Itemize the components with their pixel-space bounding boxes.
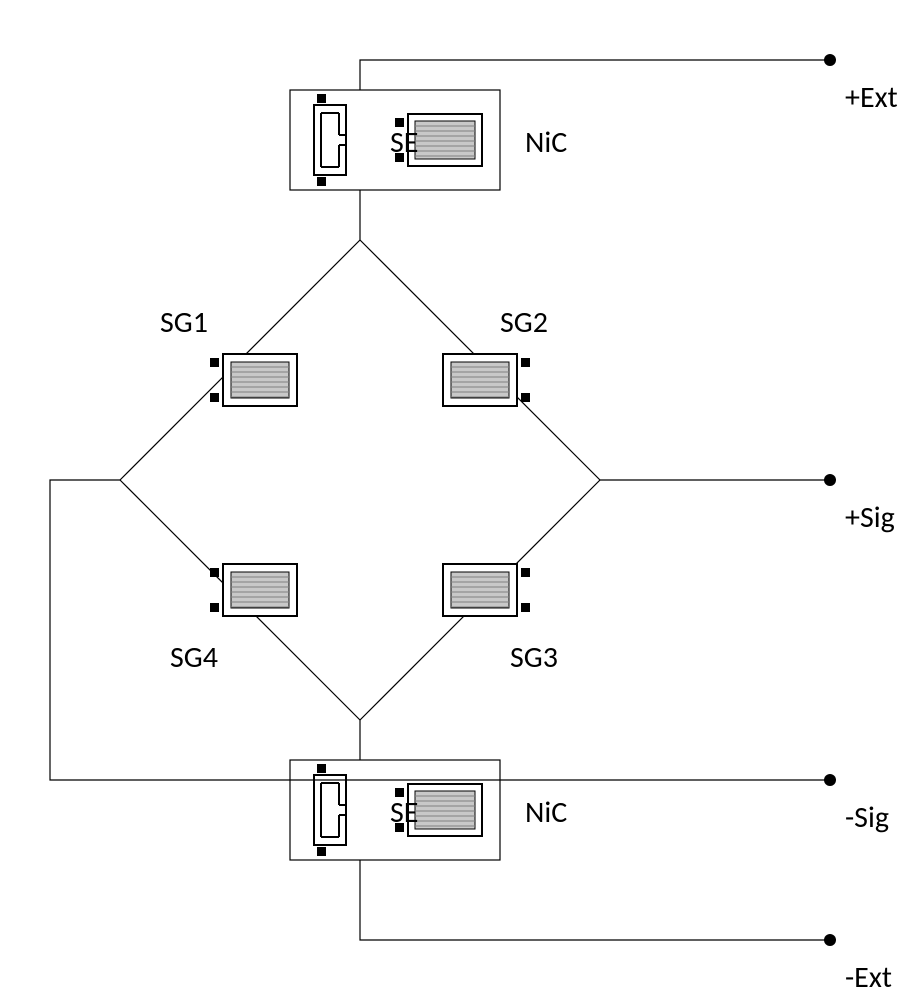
sg2-pad-top bbox=[521, 358, 530, 367]
sg4-pad-top bbox=[210, 568, 219, 577]
comp-bottom-se-outer bbox=[314, 775, 346, 845]
comp-bottom-nic-label: NiC bbox=[525, 794, 567, 831]
terminal-sig-minus-label: -Sig bbox=[845, 799, 889, 836]
wire-bridge-left-to-sig-minus bbox=[50, 480, 830, 780]
terminal-sig-minus-dot bbox=[824, 774, 836, 786]
comp-bottom-se-pad-b bbox=[317, 847, 326, 856]
comp-bottom-se-label: SE bbox=[390, 794, 418, 831]
terminal-ext-plus-label: +Ext bbox=[845, 79, 898, 116]
comp-top-se-label: SE bbox=[390, 124, 418, 161]
sg2-pad-bottom bbox=[521, 393, 530, 402]
comp-top-nic-inner bbox=[415, 121, 475, 159]
comp-top-se-pad-t bbox=[317, 94, 326, 103]
comp-bottom-nic-inner bbox=[415, 791, 475, 829]
comp-top-se-outer bbox=[314, 105, 346, 175]
sg1-label: SG1 bbox=[160, 304, 208, 341]
terminal-sig-plus-dot bbox=[824, 474, 836, 486]
sg2-label: SG2 bbox=[500, 304, 548, 341]
sg3-pad-top bbox=[521, 568, 530, 577]
sg4-pad-bottom bbox=[210, 603, 219, 612]
sg4-label: SG4 bbox=[170, 639, 218, 676]
sg1-pad-top bbox=[210, 358, 219, 367]
comp-bottom-se-pad-t bbox=[317, 764, 326, 773]
terminal-ext-minus-dot bbox=[824, 934, 836, 946]
terminal-ext-minus-label: -Ext bbox=[845, 959, 892, 996]
wire-comp-top-to-ext-plus bbox=[360, 60, 830, 90]
terminal-sig-plus-label: +Sig bbox=[845, 499, 895, 536]
comp-top-nic-label: NiC bbox=[525, 124, 567, 161]
sg3-pad-bottom bbox=[521, 603, 530, 612]
comp-top-se-pad-b bbox=[317, 177, 326, 186]
terminal-ext-plus-dot bbox=[824, 54, 836, 66]
sg3-label: SG3 bbox=[510, 639, 558, 676]
wire-comp-bottom-to-ext-minus bbox=[360, 860, 830, 940]
sg1-pad-bottom bbox=[210, 393, 219, 402]
